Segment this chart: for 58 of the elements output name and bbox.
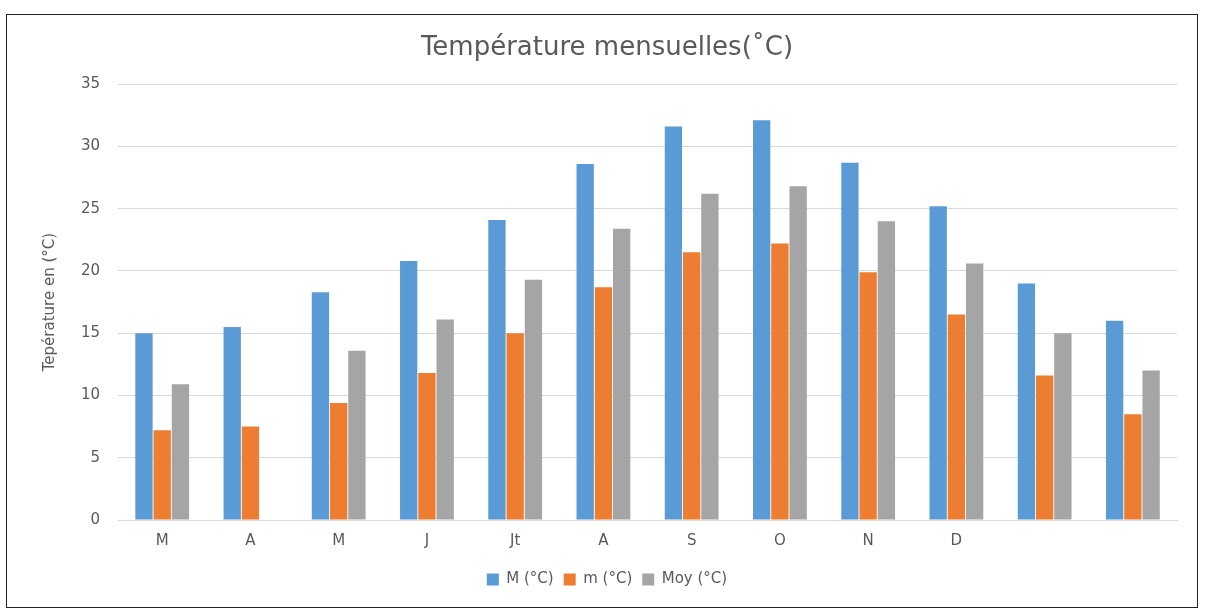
bar xyxy=(1124,414,1142,520)
bar xyxy=(330,402,348,520)
bar xyxy=(171,384,190,520)
bar xyxy=(683,252,701,520)
bar xyxy=(506,333,524,520)
x-tick-label: M xyxy=(332,530,346,549)
x-tick-label: S xyxy=(686,530,697,549)
bar xyxy=(929,206,947,520)
y-tick-label: 15 xyxy=(80,323,101,342)
bar xyxy=(576,163,594,520)
bar xyxy=(311,292,330,520)
bar xyxy=(418,373,436,520)
bar xyxy=(877,221,896,520)
y-axis-title: Tepérature en (°C) xyxy=(39,232,58,373)
bar xyxy=(436,319,454,520)
legend-label: M (°C) xyxy=(506,569,554,588)
bar xyxy=(153,430,171,520)
x-tick-label: M xyxy=(155,530,169,549)
bar xyxy=(524,279,543,520)
bar xyxy=(947,314,966,520)
bar xyxy=(223,327,241,520)
bar xyxy=(1035,375,1054,520)
legend-label: m (°C) xyxy=(583,569,633,588)
bar xyxy=(488,219,506,520)
bar xyxy=(613,228,631,520)
y-tick-label: 25 xyxy=(80,198,101,217)
chart-title: Température mensuelles(˚C) xyxy=(419,31,794,62)
bar xyxy=(594,287,613,520)
bar xyxy=(241,426,260,520)
bar xyxy=(841,162,859,520)
x-tick-label: J xyxy=(423,530,430,549)
bar xyxy=(965,263,984,520)
y-tick-label: 0 xyxy=(90,509,101,528)
bar xyxy=(753,120,771,520)
bar xyxy=(701,193,719,520)
bar xyxy=(400,261,418,520)
y-tick-label: 10 xyxy=(80,385,101,404)
bar xyxy=(1105,320,1124,520)
x-tick-label: N xyxy=(862,530,874,549)
bar xyxy=(1017,283,1036,520)
y-tick-label: 35 xyxy=(80,74,101,93)
bar xyxy=(789,186,807,520)
x-tick-label: A xyxy=(598,530,610,549)
y-tick-label: 30 xyxy=(80,136,101,155)
x-tick-label: Jt xyxy=(509,530,521,549)
bar xyxy=(664,126,683,520)
legend-label: Moy (°C) xyxy=(661,569,728,588)
bar xyxy=(348,350,366,520)
bar xyxy=(1142,370,1160,520)
y-tick-label: 5 xyxy=(90,447,101,466)
bar xyxy=(859,272,877,520)
y-tick-label: 20 xyxy=(80,260,101,279)
x-tick-label: O xyxy=(774,530,786,549)
x-tick-label: D xyxy=(950,530,963,549)
bar xyxy=(771,243,789,520)
bar xyxy=(135,333,153,520)
bar xyxy=(1054,333,1072,520)
x-tick-label: A xyxy=(245,530,257,549)
